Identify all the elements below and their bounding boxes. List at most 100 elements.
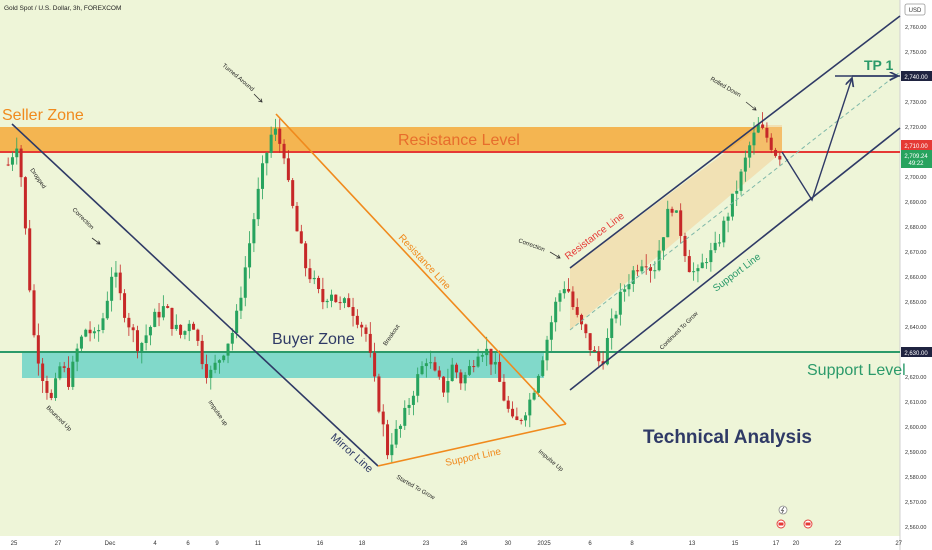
plot-background	[0, 0, 900, 536]
price-tick-label: 2,750.00	[905, 50, 926, 56]
candle-body	[351, 307, 355, 316]
time-tick-label: 2025	[537, 541, 551, 547]
candle-body	[489, 348, 493, 365]
candle-body	[157, 311, 161, 318]
candle-body	[743, 157, 747, 172]
candle-body	[571, 291, 575, 308]
candle-body	[131, 327, 135, 331]
price-tick-label: 2,610.00	[905, 400, 926, 406]
candle-body	[135, 330, 139, 352]
candle-body	[511, 408, 515, 417]
candle-body	[325, 300, 329, 303]
time-axis[interactable]: 25 27 Dec 4 6 9 11 16 18 23 26 30 2025 6 8 13 15 17 20 22 27	[11, 541, 903, 547]
candle-body	[235, 310, 239, 333]
candle-body	[502, 381, 506, 401]
lightning-event-icon[interactable]	[778, 505, 788, 515]
time-tick-label: 25	[11, 541, 18, 547]
candle-body	[700, 262, 704, 269]
candle-body	[580, 314, 584, 325]
candle-body	[41, 363, 45, 382]
time-tick-label: 18	[359, 541, 366, 547]
candle-body	[403, 407, 407, 426]
support-price-tag	[901, 347, 932, 357]
time-tick-label: 4	[153, 541, 157, 547]
candles	[6, 112, 782, 463]
time-tick-label: 16	[317, 541, 324, 547]
candle-body	[433, 362, 437, 371]
candle-body	[679, 210, 683, 236]
time-tick-label: 9	[215, 541, 219, 547]
candle-body	[420, 366, 424, 375]
price-tick-label: 2,620.00	[905, 375, 926, 381]
candle-body	[75, 348, 79, 362]
candle-body	[549, 322, 553, 340]
correction-left-arrow	[91, 237, 100, 244]
channel-lower-line	[569, 127, 901, 391]
candle-body	[105, 300, 109, 319]
time-axis-background	[0, 536, 932, 550]
candle-body	[15, 148, 19, 158]
price-tick-label: 2,570.00	[905, 500, 926, 506]
candle-body	[58, 366, 62, 379]
candle-body	[636, 270, 640, 272]
channel-fill	[570, 125, 782, 330]
candle-body	[592, 350, 596, 352]
candle-body	[295, 205, 299, 232]
countdown-text: 49:22	[908, 161, 924, 167]
candle-body	[183, 331, 187, 335]
time-tick-label: 27	[895, 541, 902, 547]
candle-body	[79, 336, 83, 349]
candle-body	[390, 444, 394, 456]
resistance-line-left	[275, 113, 567, 425]
time-tick-label: 13	[689, 541, 696, 547]
candle-body	[459, 372, 463, 384]
candle-body	[381, 411, 385, 425]
candle-body	[644, 266, 648, 268]
candle-body	[19, 148, 23, 178]
candle-body	[10, 157, 14, 165]
candle-body	[614, 314, 618, 319]
candle-body	[661, 237, 665, 251]
candle-body	[28, 228, 32, 291]
candle-body	[114, 272, 118, 277]
candle-body	[756, 124, 760, 133]
candle-body	[36, 335, 40, 364]
candle-body	[226, 343, 230, 356]
candle-body	[446, 381, 450, 393]
candle-body	[562, 288, 566, 294]
candle-body	[584, 324, 588, 334]
candle-body	[299, 231, 303, 244]
candle-body	[355, 315, 359, 325]
candle-body	[442, 376, 446, 393]
candle-body	[717, 242, 721, 244]
candle-body	[161, 306, 165, 318]
price-tick-label: 2,580.00	[905, 475, 926, 481]
candle-body	[49, 392, 53, 399]
candle-body	[666, 208, 670, 238]
candle-body	[692, 271, 696, 273]
candle-body	[437, 370, 441, 377]
candle-body	[123, 293, 127, 318]
last-price-tag	[901, 150, 932, 168]
candle-body	[153, 311, 157, 327]
currency-badge[interactable]	[904, 3, 926, 16]
time-tick-label: 6	[186, 541, 190, 547]
price-axis[interactable]: 2,560.00 2,570.00 2,580.00 2,590.00 2,600.00…	[905, 25, 926, 531]
candle-body	[761, 124, 765, 128]
candle-body	[261, 163, 265, 189]
candle-body	[23, 177, 27, 229]
candle-body	[493, 361, 497, 365]
candle-body	[394, 428, 398, 445]
current-price-text: 2,710.00	[904, 144, 928, 150]
candle-body	[429, 362, 433, 364]
candle-body	[192, 323, 196, 330]
candle-body	[334, 294, 338, 303]
candle-body	[148, 326, 152, 336]
price-axis-background	[900, 0, 932, 550]
candle-body	[597, 351, 601, 362]
time-tick-label: 26	[461, 541, 468, 547]
candle-body	[687, 256, 691, 273]
seller-zone-label: Seller Zone	[2, 107, 84, 124]
candle-body	[515, 416, 519, 421]
